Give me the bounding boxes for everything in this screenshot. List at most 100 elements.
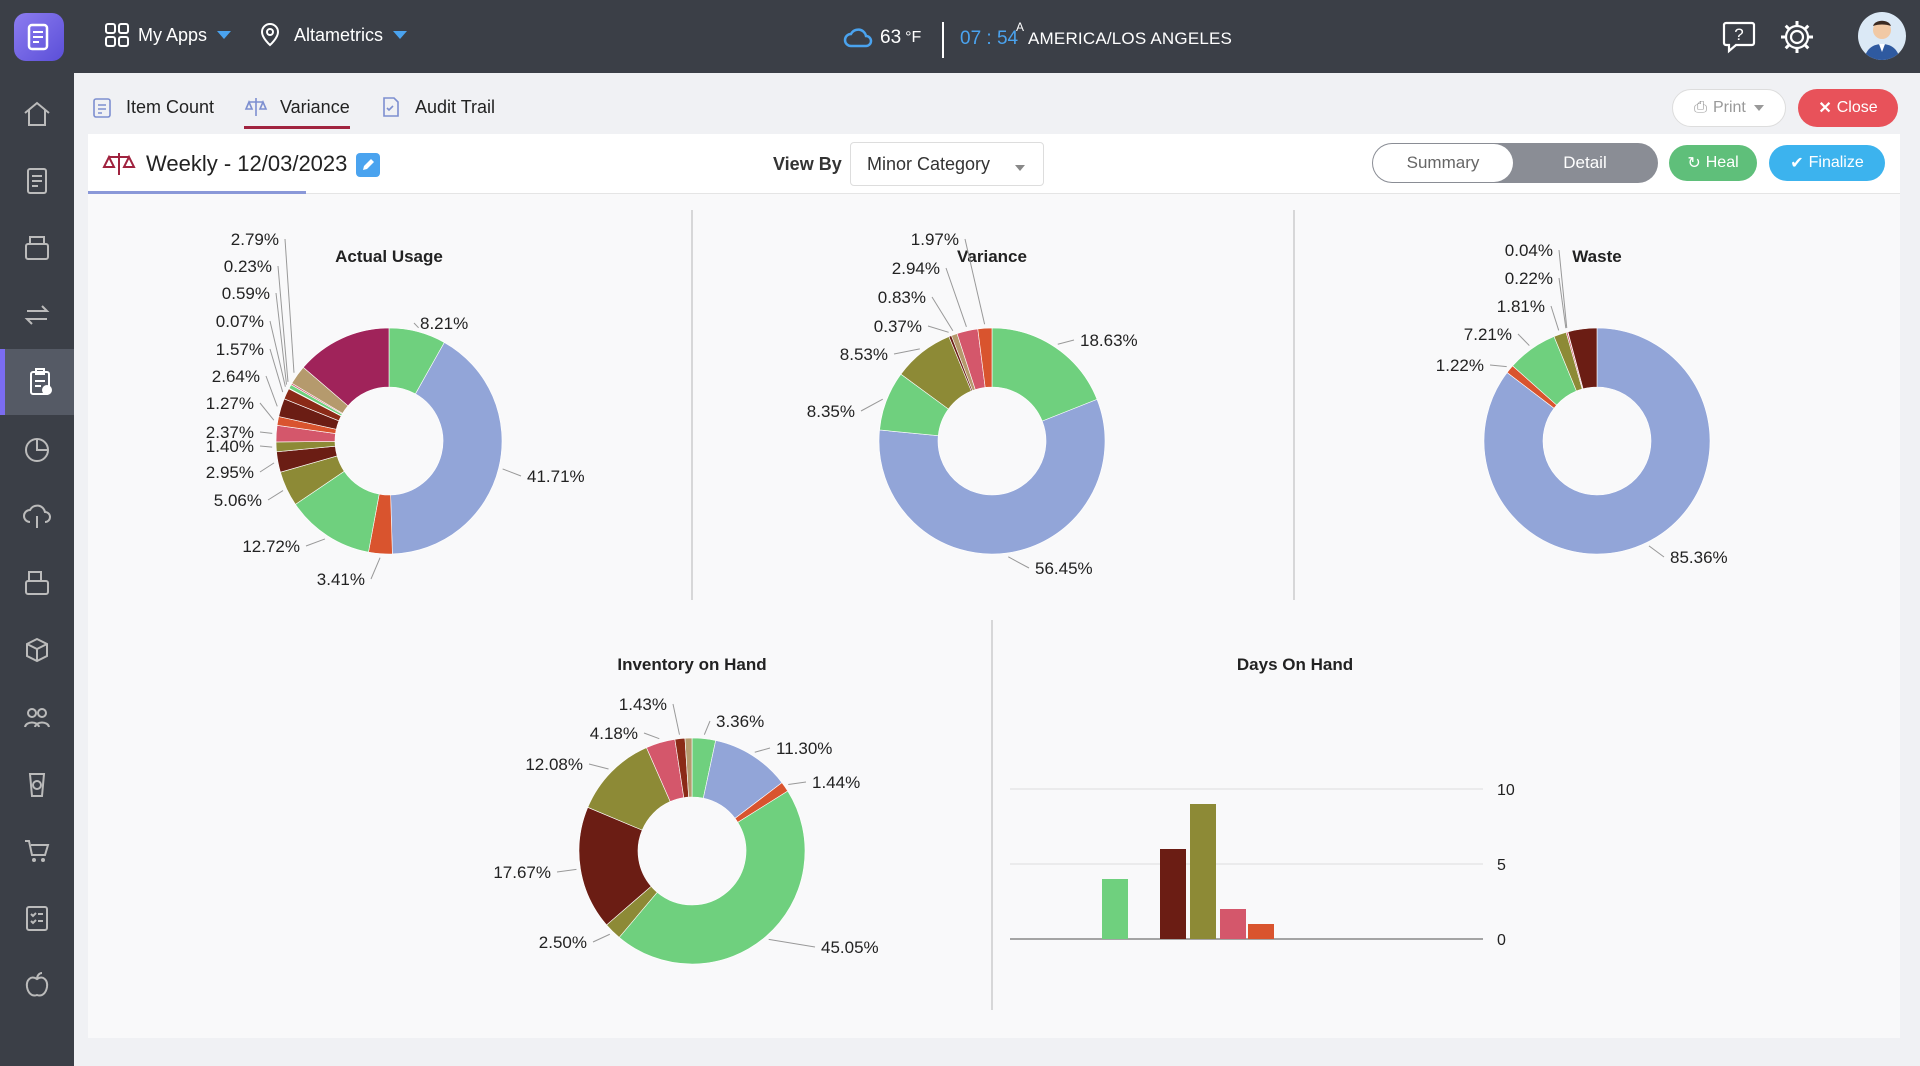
scale-icon — [244, 98, 268, 116]
finalize-button[interactable]: ✔ Finalize — [1769, 145, 1885, 181]
leader-line — [413, 322, 419, 329]
close-button[interactable]: ✕ Close — [1798, 89, 1898, 127]
leader-line — [1558, 277, 1567, 329]
leader-line — [259, 431, 273, 434]
temperature-unit: °F — [905, 29, 922, 46]
pie-slice — [578, 806, 652, 926]
leader-line — [370, 557, 381, 580]
detail-option[interactable]: Detail — [1563, 153, 1607, 172]
help-icon[interactable]: ? — [1720, 18, 1758, 56]
sidebar-item-beverage[interactable] — [0, 751, 74, 817]
apps-grid-icon — [105, 23, 129, 47]
divider — [942, 22, 944, 58]
leader-line — [284, 238, 295, 373]
sidebar-item-inventory[interactable] — [0, 349, 74, 415]
timezone: AMERICA/LOS ANGELES — [1028, 29, 1233, 48]
sidebar-item-products[interactable] — [0, 617, 74, 683]
pie-slice — [878, 398, 1106, 555]
chevron-down-icon — [217, 31, 232, 39]
sidebar-item-transfers[interactable] — [0, 282, 74, 348]
check-icon: ✔ — [1790, 155, 1804, 172]
chevron-down-icon — [1753, 105, 1764, 111]
leader-line — [964, 238, 986, 325]
edit-icon[interactable] — [356, 153, 380, 177]
leader-line — [1489, 364, 1507, 368]
leader-line — [588, 763, 609, 770]
pie-slice — [1567, 327, 1598, 390]
cart-icon — [25, 840, 50, 862]
leader-line — [1648, 545, 1665, 558]
title-underline — [88, 191, 306, 194]
sidebar-item-ordering[interactable] — [0, 818, 74, 884]
slice-label: 1.22% — [1436, 356, 1484, 375]
sidebar-item-analytics[interactable] — [0, 416, 74, 482]
slice-label: 0.23% — [224, 257, 272, 276]
tab-bar: Item Count Variance Audit Trail — [74, 73, 1920, 131]
heal-button[interactable]: ↻ Heal — [1669, 145, 1757, 181]
sidebar-item-register[interactable] — [0, 215, 74, 281]
sidebar-item-reports[interactable] — [0, 148, 74, 214]
pie-slice — [390, 342, 503, 555]
sidebar-item-finance[interactable] — [0, 483, 74, 549]
sidebar-item-employees[interactable] — [0, 684, 74, 750]
leader-line — [1517, 333, 1530, 346]
clock-minutes: 54 — [996, 28, 1019, 49]
chevron-down-icon — [1015, 165, 1025, 171]
leader-line — [1550, 305, 1560, 331]
chart-title: Variance — [957, 247, 1027, 266]
clock-hours: 07 — [960, 28, 982, 49]
leader-line — [502, 468, 522, 477]
chart-title: Days On Hand — [1237, 655, 1353, 674]
summary-option[interactable]: Summary — [1373, 144, 1513, 182]
report-icon — [27, 168, 47, 194]
y-tick-label: 5 — [1497, 857, 1506, 874]
app-logo-icon[interactable] — [14, 13, 64, 61]
view-by-select[interactable]: Minor Category — [850, 142, 1044, 186]
slice-label: 3.41% — [317, 570, 365, 589]
location-pin-icon — [260, 22, 280, 47]
sidebar-item-checklists[interactable] — [0, 885, 74, 951]
slice-label: 1.40% — [206, 437, 254, 456]
print-label: Print — [1712, 99, 1746, 116]
org-selector[interactable]: Altametrics — [258, 22, 408, 48]
bar — [1248, 924, 1274, 939]
pie-slice — [977, 327, 993, 388]
leader-line — [275, 292, 288, 385]
svg-text:?: ? — [1734, 25, 1743, 44]
sidebar-item-home[interactable] — [0, 81, 74, 147]
slice-label: 45.05% — [821, 938, 879, 957]
pie-slice — [302, 327, 390, 407]
slice-label: 2.50% — [539, 933, 587, 952]
my-apps-menu[interactable]: My Apps — [104, 22, 232, 48]
slice-label: 1.43% — [619, 695, 667, 714]
tab-variance[interactable]: Variance — [244, 95, 350, 129]
slice-label: 3.36% — [716, 712, 764, 731]
print-button[interactable]: ⎙ Print — [1672, 89, 1786, 127]
slice-label: 11.30% — [776, 739, 832, 758]
leader-line — [259, 462, 275, 473]
slice-label: 1.27% — [206, 394, 254, 413]
sidebar-item-nutrition[interactable] — [0, 952, 74, 1018]
leader-line — [703, 720, 711, 735]
scale-icon — [102, 153, 136, 175]
tab-item-count[interactable]: Item Count — [90, 95, 214, 119]
slice-label: 85.36% — [1670, 548, 1728, 567]
summary-detail-toggle[interactable]: Summary Detail — [1372, 143, 1658, 183]
slice-label: 2.64% — [212, 367, 260, 386]
people-icon — [24, 708, 50, 728]
tab-audit-trail[interactable]: Audit Trail — [379, 95, 495, 119]
close-icon: ✕ — [1818, 100, 1832, 117]
clock-suffix: A — [1016, 20, 1025, 34]
sidebar-item-pos[interactable] — [0, 550, 74, 616]
avatar[interactable] — [1858, 12, 1906, 60]
slice-label: 2.79% — [231, 230, 279, 249]
slice-label: 8.53% — [840, 345, 888, 364]
variance-panel: Weekly - 12/03/2023 View By Minor Catego… — [88, 134, 1900, 1038]
period-title: Weekly - 12/03/2023 — [146, 151, 348, 176]
leader-line — [265, 375, 278, 407]
leader-line — [1558, 249, 1568, 329]
leader-line — [269, 348, 284, 393]
gear-icon[interactable] — [1778, 18, 1816, 56]
checklist-icon — [26, 906, 48, 931]
clipboard-icon — [93, 98, 111, 118]
